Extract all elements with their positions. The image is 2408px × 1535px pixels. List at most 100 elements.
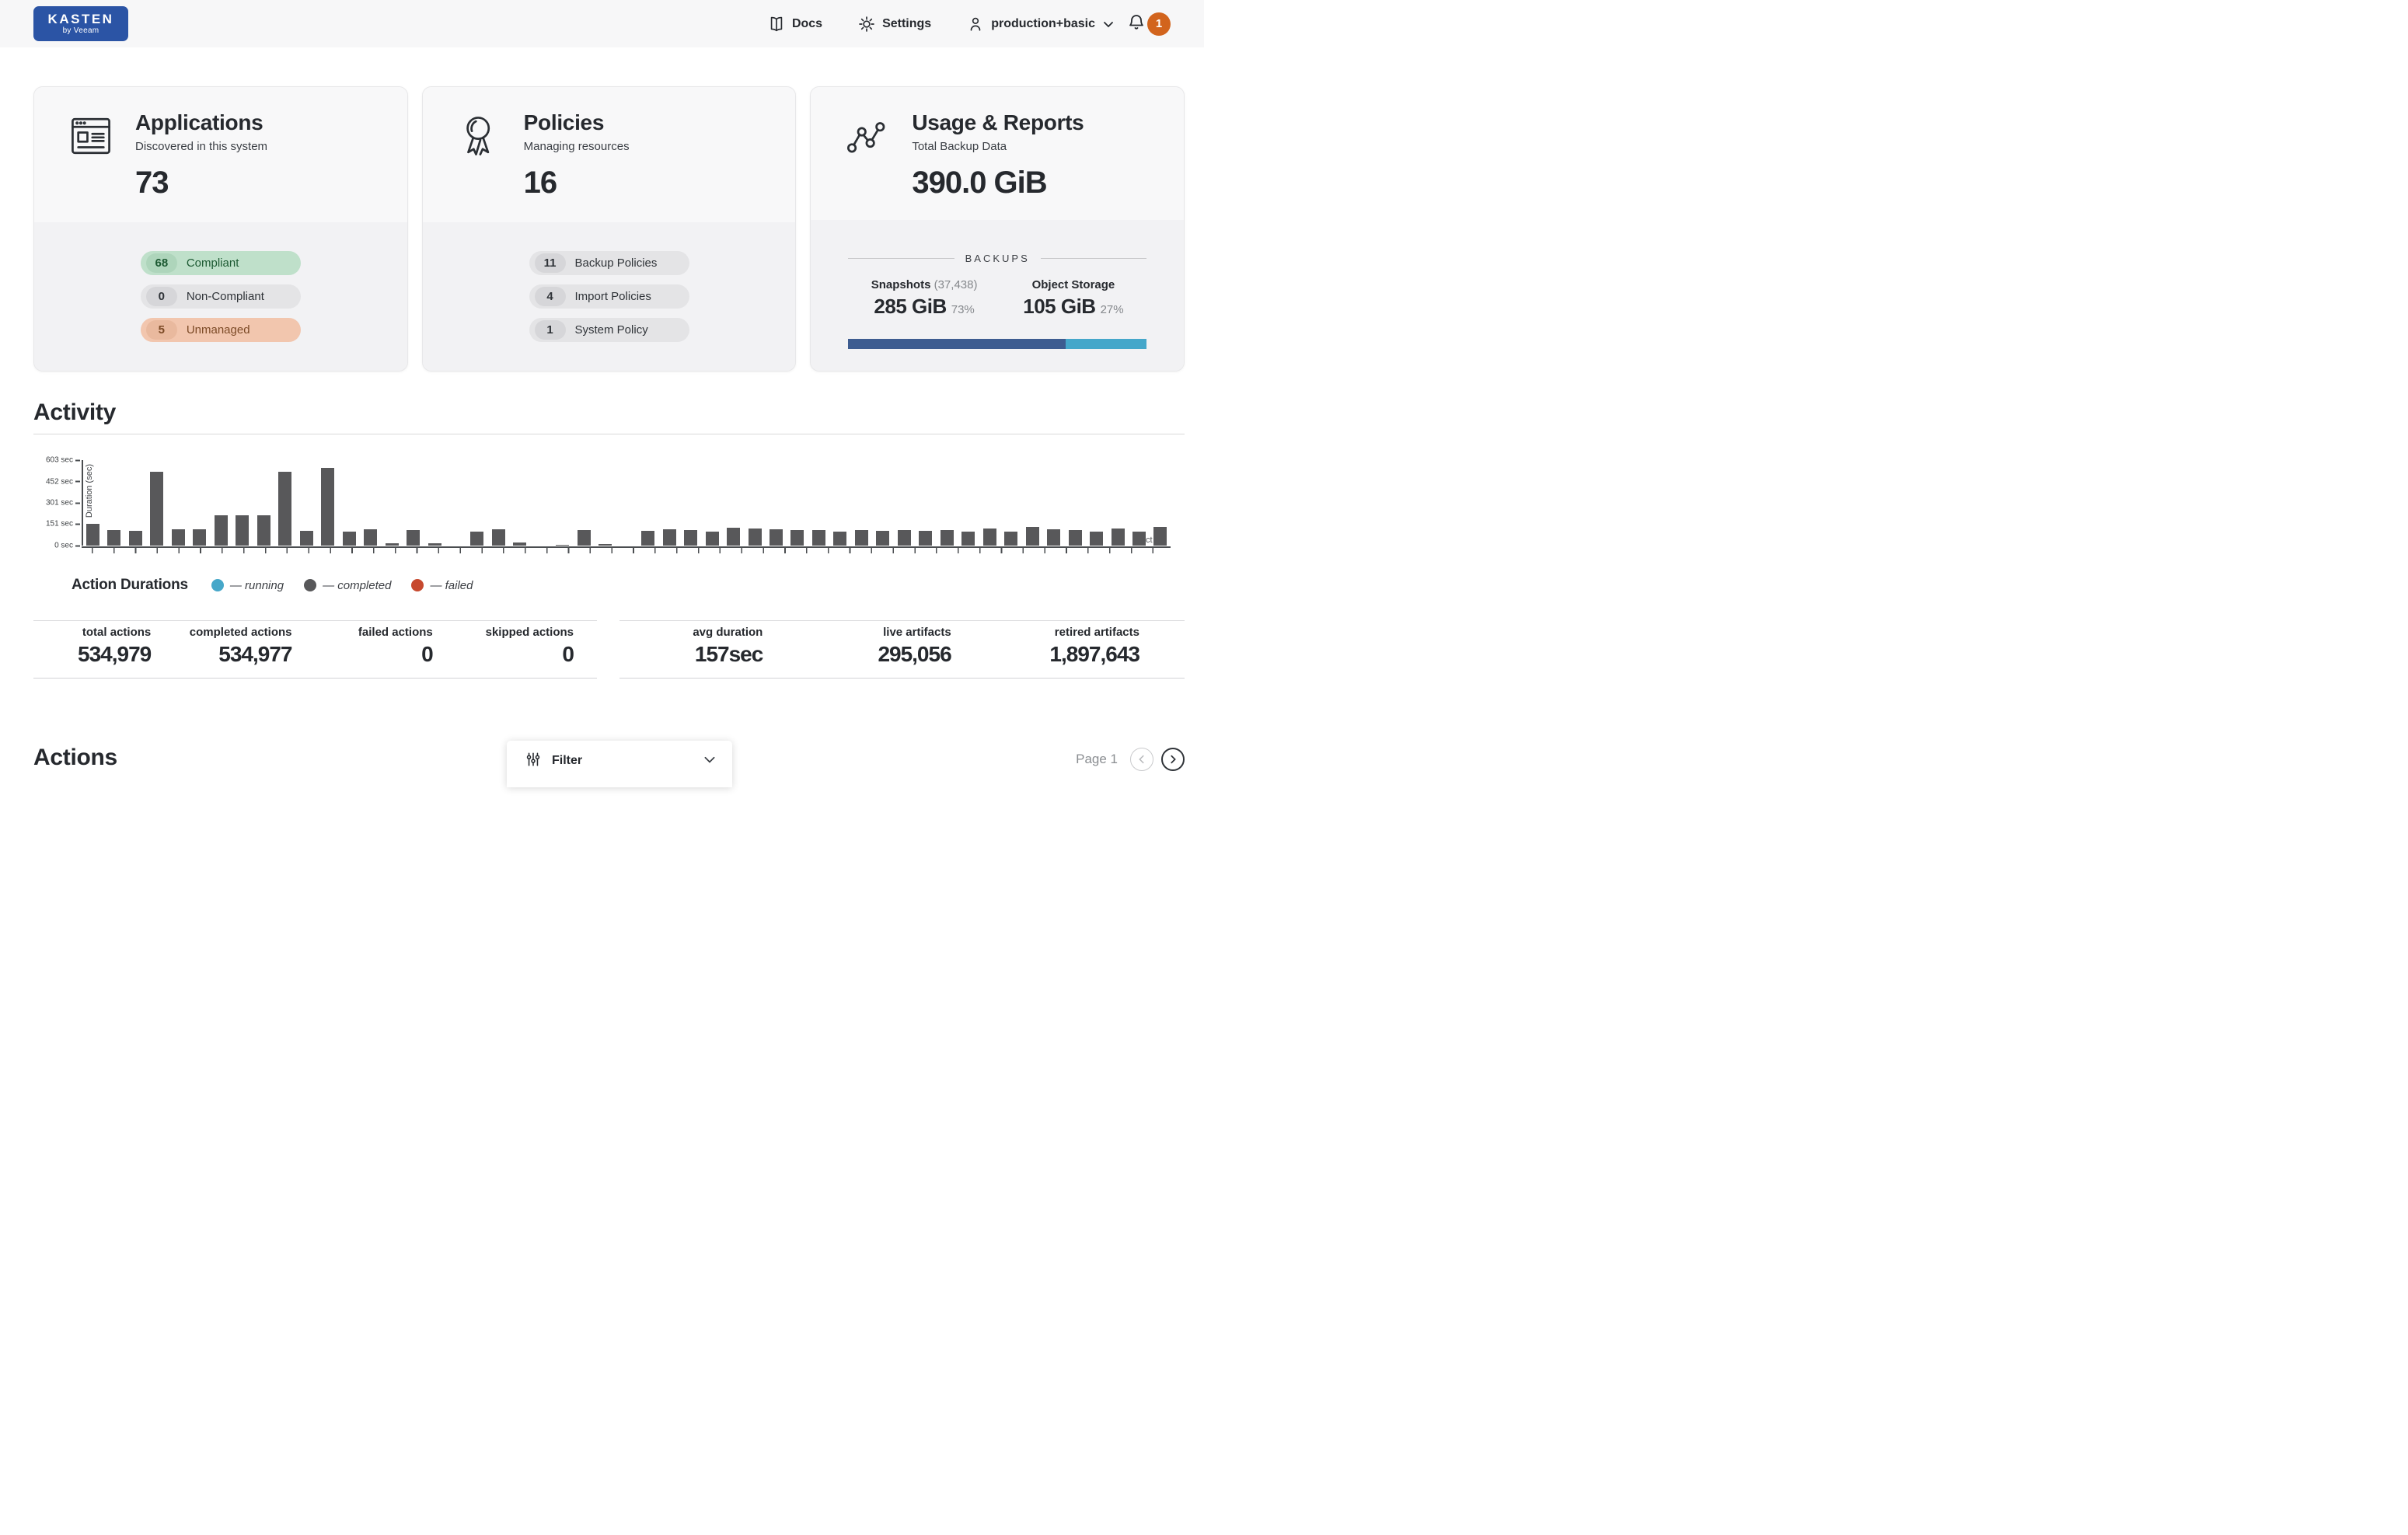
chart-bar [107, 529, 121, 546]
badge-label: System Policy [574, 323, 648, 337]
backups-divider-label: BACKUPS [848, 253, 1146, 264]
y-tick-mark [75, 502, 80, 504]
status-badge[interactable]: 5 Unmanaged [140, 318, 301, 342]
chart-bar [1004, 531, 1018, 546]
stat-label: failed actions [358, 626, 433, 639]
status-badge[interactable]: 0 Non-Compliant [140, 284, 301, 309]
stat: completed actions 534,977 [174, 626, 315, 667]
y-tick-label: 151 sec [45, 519, 73, 529]
badge-count: 4 [534, 287, 566, 306]
chart-bar [1153, 527, 1167, 546]
chart-bar [1047, 529, 1061, 546]
browser-window-icon [68, 113, 117, 222]
chart-bar [428, 543, 441, 546]
chart-bar [236, 515, 250, 546]
y-tick: 0 sec [54, 542, 80, 550]
stat: live artifacts 295,056 [808, 626, 996, 667]
chart-bar [364, 529, 378, 546]
badge-count: 5 [145, 320, 177, 340]
top-navbar: KASTEN by Veeam Docs [0, 0, 1204, 47]
chart-bar [790, 529, 804, 546]
legend-item-completed: — completed [304, 579, 391, 592]
y-tick: 151 sec [46, 520, 80, 529]
chart-bar [919, 530, 933, 546]
y-tick-mark [75, 459, 80, 461]
badge-label: Import Policies [574, 290, 651, 303]
badge-count: 11 [534, 253, 566, 273]
stat-label: live artifacts [883, 626, 951, 639]
chart-bar [1025, 526, 1039, 546]
nav-label-docs: Docs [791, 16, 823, 30]
object-storage-stat: Object Storage 105 GiB 27% [1023, 278, 1123, 319]
bell-icon [1127, 12, 1146, 35]
stat: avg duration 157sec [619, 626, 808, 667]
previous-page-button[interactable] [1130, 748, 1153, 771]
badge-label: Unmanaged [186, 323, 250, 337]
summary-cards: Applications Discovered in this system 7… [0, 47, 1204, 372]
nav-item-docs[interactable]: Docs [768, 16, 822, 33]
applications-count: 73 [135, 166, 169, 200]
stat-label: total actions [82, 626, 152, 639]
y-tick: 301 sec [46, 499, 80, 508]
next-page-button[interactable] [1161, 748, 1185, 771]
completed-dot-icon [304, 579, 317, 591]
notifications-button[interactable]: 1 [1127, 12, 1171, 36]
nav-item-settings[interactable]: Settings [858, 16, 931, 33]
policies-card[interactable]: Policies Managing resources 16 11 Backup … [421, 86, 797, 372]
chart-legend: Action Durations — running — completed — f… [72, 577, 1185, 594]
stat-label: retired artifacts [1054, 626, 1139, 639]
chart-y-axis: 0 sec 151 sec 301 sec 452 sec 603 sec [33, 456, 80, 550]
object-storage-percent: 27% [1100, 303, 1124, 316]
chart-bar [1132, 531, 1146, 546]
chart-legend-title: Action Durations [72, 577, 188, 593]
filter-dropdown[interactable]: Filter [507, 741, 732, 787]
usage-card-text: Usage & Reports Total Backup Data 390.0 … [912, 110, 1084, 220]
status-badge[interactable]: 11 Backup Policies [529, 251, 689, 275]
nav-label-profile: production+basic [991, 16, 1095, 30]
user-icon [967, 16, 984, 33]
chart-bar [727, 527, 741, 546]
badge-label: Backup Policies [574, 256, 658, 270]
stat: skipped actions 0 [456, 626, 597, 667]
nav-item-profile[interactable]: production+basic [967, 16, 1115, 33]
stat-value: 534,977 [218, 642, 292, 666]
legend-items: — running — completed — failed [211, 579, 494, 592]
usage-card-backups: BACKUPS Snapshots (37,438) 285 GiB 73% Ob… [811, 220, 1185, 371]
status-badge[interactable]: 4 Import Policies [529, 284, 689, 309]
applications-card[interactable]: Applications Discovered in this system 7… [33, 86, 408, 372]
chart-bar [1068, 529, 1082, 546]
object-storage-bar-segment [1066, 339, 1146, 349]
chart-bar [278, 472, 292, 546]
scatter-graph-icon [845, 113, 893, 220]
filter-sliders-icon [525, 752, 541, 771]
chart-x-ticks [82, 548, 1171, 553]
snapshots-bar-segment [848, 339, 1066, 349]
activity-title: Activity [33, 399, 1185, 434]
applications-title: Applications [135, 110, 263, 134]
page-indicator: Page 1 [1076, 752, 1118, 766]
kasten-logo[interactable]: KASTEN by Veeam [33, 6, 128, 41]
stat-value: 1,897,643 [1049, 642, 1140, 666]
chart-bar [876, 530, 890, 546]
logo-line2: by Veeam [62, 26, 99, 35]
y-tick-label: 0 sec [54, 541, 73, 550]
snapshots-count: (37,438) [934, 278, 978, 291]
chart-bar [257, 515, 270, 546]
status-badge[interactable]: 1 System Policy [529, 318, 689, 342]
status-badge[interactable]: 68 Compliant [140, 251, 301, 275]
legend-label: — failed [430, 578, 473, 592]
chart-bar [150, 472, 164, 546]
chart-bar [833, 531, 847, 546]
usage-reports-card[interactable]: Usage & Reports Total Backup Data 390.0 … [810, 86, 1185, 372]
filter-chevron-down-icon [703, 752, 717, 770]
policies-title: Policies [523, 110, 605, 134]
y-tick-label: 452 sec [45, 477, 73, 487]
chart-bar [214, 515, 228, 546]
stat: failed actions 0 [316, 626, 456, 667]
logo-line1: KASTEN [47, 12, 114, 26]
y-tick-mark [75, 545, 80, 546]
stat: retired artifacts 1,897,643 [996, 626, 1185, 667]
badge-label: Compliant [186, 256, 239, 270]
usage-total: 390.0 GiB [912, 166, 1047, 200]
legend-item-failed: — failed [411, 579, 473, 592]
